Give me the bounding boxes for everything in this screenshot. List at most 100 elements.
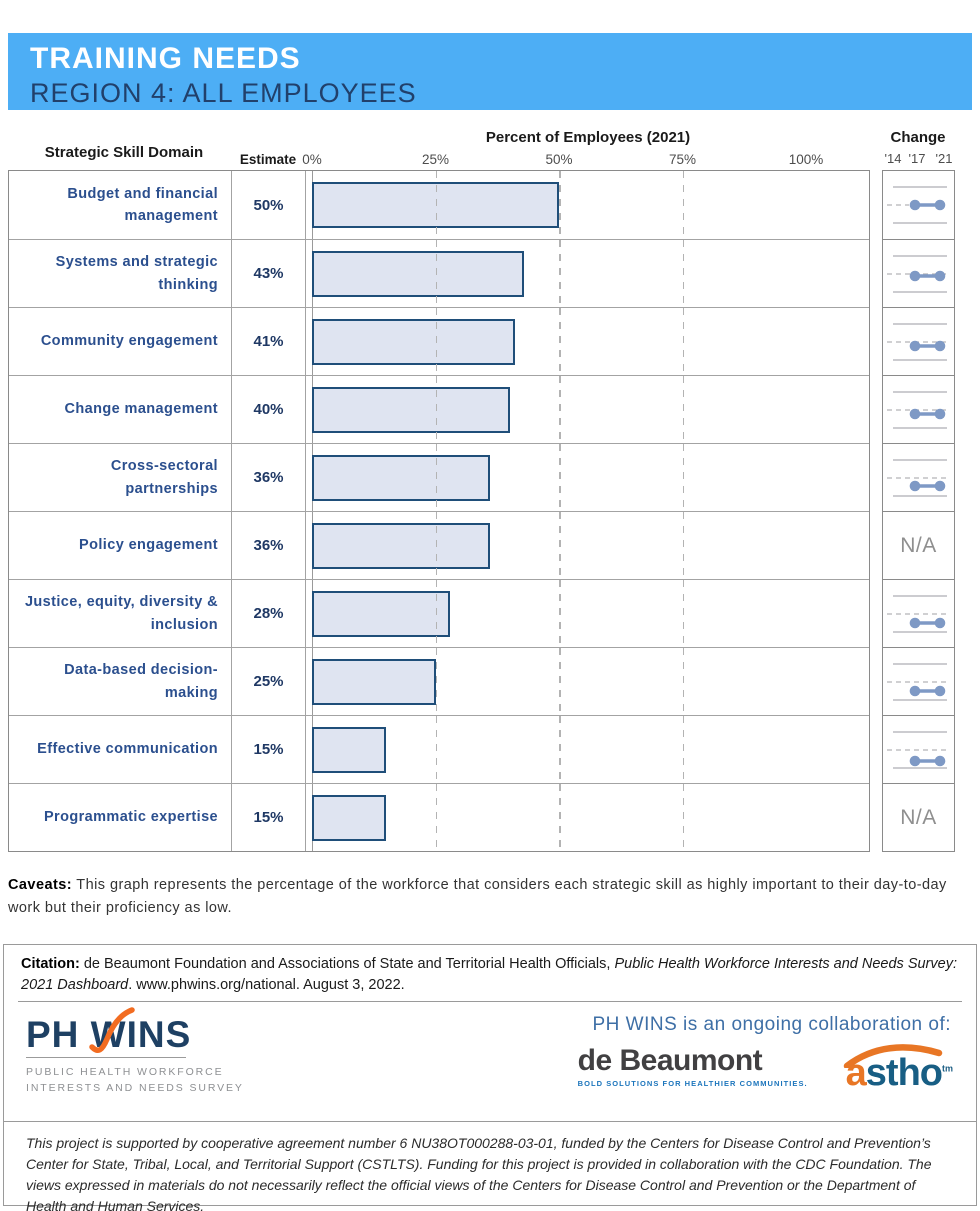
table-row: Budget and financial management 50%	[9, 171, 869, 239]
change-year-14: '14	[884, 151, 902, 166]
skill-domain-cell: Change management	[9, 376, 231, 443]
change-sparkline	[887, 322, 950, 361]
table-row: Community engagement 41%	[9, 307, 869, 375]
gridline-25	[435, 580, 437, 647]
table-row: Change management 40%	[9, 375, 869, 443]
gridline-50	[559, 784, 561, 851]
table-row: Effective communication 15%	[9, 715, 869, 783]
collaboration-text: PH WINS is an ongoing collaboration of:	[592, 1014, 951, 1036]
change-year-21: '21	[935, 151, 953, 166]
astho-logo: asthotm	[843, 1044, 953, 1095]
gridline-25	[435, 512, 437, 579]
skill-domain-label: Systems and strategic thinking	[55, 254, 218, 293]
axis-tick-100: 100%	[788, 152, 824, 167]
bar	[312, 319, 515, 365]
gridline-25	[435, 171, 437, 239]
change-cell	[883, 647, 954, 715]
phwins-logo: PH WINS PUBLIC HEALTH WORKFORCE INTEREST…	[26, 1007, 246, 1097]
change-cell	[883, 375, 954, 443]
skill-domain-label: Budget and financial management	[67, 185, 218, 224]
skill-domain-cell: Community engagement	[9, 308, 231, 375]
change-sparkline	[887, 186, 947, 224]
gridline-50	[559, 580, 561, 647]
gridline-75	[682, 240, 684, 307]
table-row: Programmatic expertise 15%	[9, 783, 869, 851]
bar	[312, 251, 525, 297]
separator	[18, 1001, 962, 1003]
skill-domain-label: Programmatic expertise	[43, 809, 218, 826]
gridline-75	[682, 512, 684, 579]
caveats-body: This graph represents the percentage of …	[8, 877, 947, 917]
phwins-tagline-1: PUBLIC HEALTH WORKFORCE	[26, 1066, 224, 1079]
bar-cell	[306, 444, 869, 511]
bar	[312, 455, 490, 501]
gridline-25	[435, 648, 437, 715]
skill-domain-cell: Justice, equity, diversity & inclusion	[9, 580, 231, 647]
change-year-17: '17	[908, 151, 926, 166]
estimate-value: 36%	[231, 444, 306, 511]
change-cell	[883, 307, 954, 375]
change-cell: N/A	[883, 511, 954, 579]
table-row: Cross-sectoral partnerships 36%	[9, 443, 869, 511]
gridline-50	[559, 716, 561, 783]
debeaumont-name: de Beaumont	[577, 1044, 763, 1078]
table-row: Systems and strategic thinking 43%	[9, 239, 869, 307]
astho-tm: tm	[942, 1063, 953, 1074]
gridline-50	[559, 648, 561, 715]
partner-logos: de Beaumont BOLD SOLUTIONS FOR HEALTHIER…	[577, 1044, 953, 1095]
skill-domain-label: Community engagement	[40, 333, 218, 350]
bar-cell	[306, 784, 869, 851]
bar	[312, 659, 436, 705]
bar	[312, 727, 387, 773]
gridline-75	[682, 376, 684, 443]
table-row: Policy engagement 36%	[9, 511, 869, 579]
column-header-percent: Percent of Employees (2021)	[485, 129, 691, 146]
gridline-50	[559, 171, 561, 239]
gridline-75	[682, 716, 684, 783]
skill-domain-cell: Programmatic expertise	[9, 784, 231, 851]
phwins-tagline-2: INTERESTS AND NEEDS SURVEY	[26, 1082, 244, 1095]
change-sparkline	[887, 594, 950, 633]
column-header-domain: Strategic Skill Domain	[44, 144, 204, 161]
skill-domain-cell: Budget and financial management	[9, 171, 231, 239]
na-label: N/A	[900, 805, 937, 829]
change-sparkline	[887, 390, 950, 429]
estimate-value: 36%	[231, 512, 306, 579]
axis-tick-75: 75%	[668, 152, 697, 167]
change-cell	[883, 239, 954, 307]
title-banner: TRAINING NEEDS REGION 4: ALL EMPLOYEES	[8, 33, 972, 110]
citation-label: Citation:	[21, 956, 80, 972]
skill-domain-label: Policy engagement	[79, 537, 218, 554]
bar-cell	[306, 648, 869, 715]
skill-domain-label: Effective communication	[37, 741, 218, 758]
skill-domain-cell: Systems and strategic thinking	[9, 240, 231, 307]
axis-tick-0: 0%	[302, 152, 322, 167]
skill-domain-label: Change management	[64, 401, 218, 418]
bar-cell	[306, 512, 869, 579]
column-header-change: Change	[890, 129, 946, 146]
bar	[312, 591, 451, 637]
logos-row: PH WINS PUBLIC HEALTH WORKFORCE INTEREST…	[4, 1002, 976, 1121]
skill-domain-label: Data-based decision-making	[64, 662, 218, 701]
citation-source-italic: Public Health Workforce Interests and Ne…	[21, 956, 957, 993]
skill-domain-label: Justice, equity, diversity & inclusion	[24, 594, 218, 633]
bar	[312, 387, 510, 433]
gridline-25	[435, 444, 437, 511]
gridline-50	[559, 240, 561, 307]
change-cell	[883, 579, 954, 647]
gridline-75	[682, 171, 684, 239]
skill-domain-label: Cross-sectoral partnerships	[110, 458, 218, 497]
table-row: Data-based decision-making 25%	[9, 647, 869, 715]
bar-cell	[306, 171, 869, 239]
na-label: N/A	[900, 533, 937, 557]
gridline-25	[435, 716, 437, 783]
gridline-75	[682, 308, 684, 375]
bar-cell	[306, 240, 869, 307]
astho-letter-a: a	[845, 1052, 867, 1095]
phwins-wordmark-text: PH WINS	[26, 1014, 192, 1056]
estimate-value: 43%	[231, 240, 306, 307]
skill-domain-cell: Cross-sectoral partnerships	[9, 444, 231, 511]
change-sparkline	[887, 254, 950, 293]
estimate-value: 15%	[231, 784, 306, 851]
